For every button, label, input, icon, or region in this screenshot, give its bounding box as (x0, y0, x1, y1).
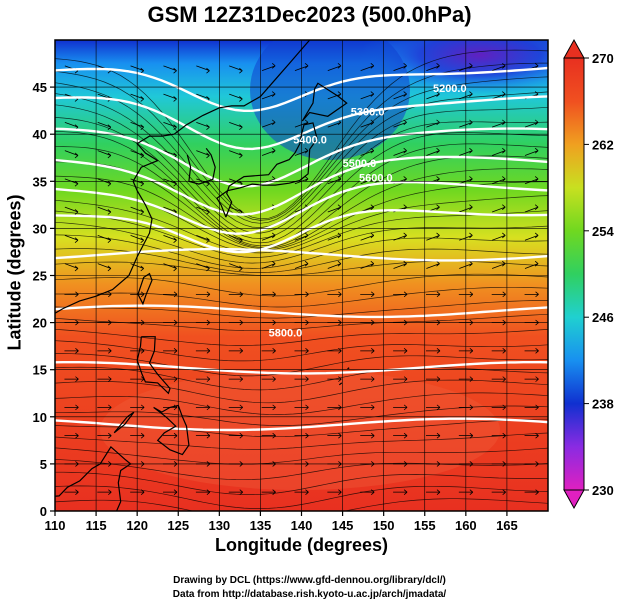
colorbar-label-246: 246 (592, 310, 614, 325)
credit-data: Data from http://database.rish.kyoto-u.a… (172, 589, 447, 600)
wind-arrows (64, 63, 539, 495)
x-tick-label-120: 120 (126, 518, 148, 533)
colorbar-top-arrow (563, 38, 585, 59)
y-tick-label-30: 30 (33, 221, 47, 236)
y-axis-label: Latitude (degrees) (4, 194, 25, 351)
y-tick-label-5: 5 (40, 457, 47, 472)
contour-label-0: 5200.0 (433, 83, 467, 95)
warm-patch (100, 370, 500, 490)
colorbar: 230 238 246 254 262 270 (563, 38, 614, 510)
y-tick-label-15: 15 (33, 363, 47, 378)
y-tick-label-35: 35 (33, 174, 47, 189)
x-tick-label-140: 140 (291, 518, 313, 533)
map-title: GSM 12Z31Dec2023 (500.0hPa) (147, 2, 472, 27)
colorbar-label-230: 230 (592, 483, 614, 498)
x-axis-label: Longitude (degrees) (214, 535, 388, 555)
y-tick-label-20: 20 (33, 316, 47, 331)
contour-label-5: 5800.0 (269, 328, 303, 340)
x-tick-label-155: 155 (414, 518, 436, 533)
colorbar-bottom-arrow (563, 489, 585, 510)
x-tick-label-160: 160 (455, 518, 477, 533)
x-axis-ticks: 110 115 120 125 130 135 140 145 150 155 160 165 (45, 511, 518, 533)
y-axis-ticks: 0 5 10 15 20 25 30 35 40 45 (33, 80, 55, 519)
colorbar-label-238: 238 (592, 397, 614, 412)
colorbar-label-254: 254 (592, 224, 614, 239)
contour-labels: 5200.0 5300.0 5400.0 5500.0 5600.0 5800.0 (269, 83, 467, 340)
colorbar-label-270: 270 (592, 51, 614, 66)
y-tick-label-40: 40 (33, 127, 47, 142)
contour-label-4: 5600.0 (359, 172, 393, 184)
credit-drawing: Drawing by DCL (https://www.gfd-dennou.o… (173, 575, 446, 586)
x-tick-label-150: 150 (373, 518, 395, 533)
x-tick-label-135: 135 (250, 518, 272, 533)
x-tick-label-110: 110 (45, 518, 66, 533)
y-tick-label-0: 0 (40, 504, 47, 519)
contour-label-1: 5300.0 (351, 106, 385, 118)
y-tick-label-10: 10 (33, 410, 47, 425)
contour-label-2: 5400.0 (293, 135, 327, 147)
y-tick-label-25: 25 (33, 269, 47, 284)
x-tick-label-125: 125 (167, 518, 189, 533)
y-tick-label-45: 45 (33, 80, 47, 95)
colorbar-ticks: 230 238 246 254 262 270 (584, 51, 614, 498)
x-tick-label-115: 115 (86, 518, 107, 533)
x-tick-label-130: 130 (208, 518, 230, 533)
lat-lon-grid (55, 40, 548, 511)
x-tick-label-165: 165 (496, 518, 518, 533)
coastlines (55, 40, 350, 511)
contour-label-3: 5500.0 (343, 158, 377, 170)
x-tick-label-145: 145 (332, 518, 354, 533)
colorbar-label-262: 262 (592, 137, 614, 152)
cold-trough (250, 40, 410, 160)
